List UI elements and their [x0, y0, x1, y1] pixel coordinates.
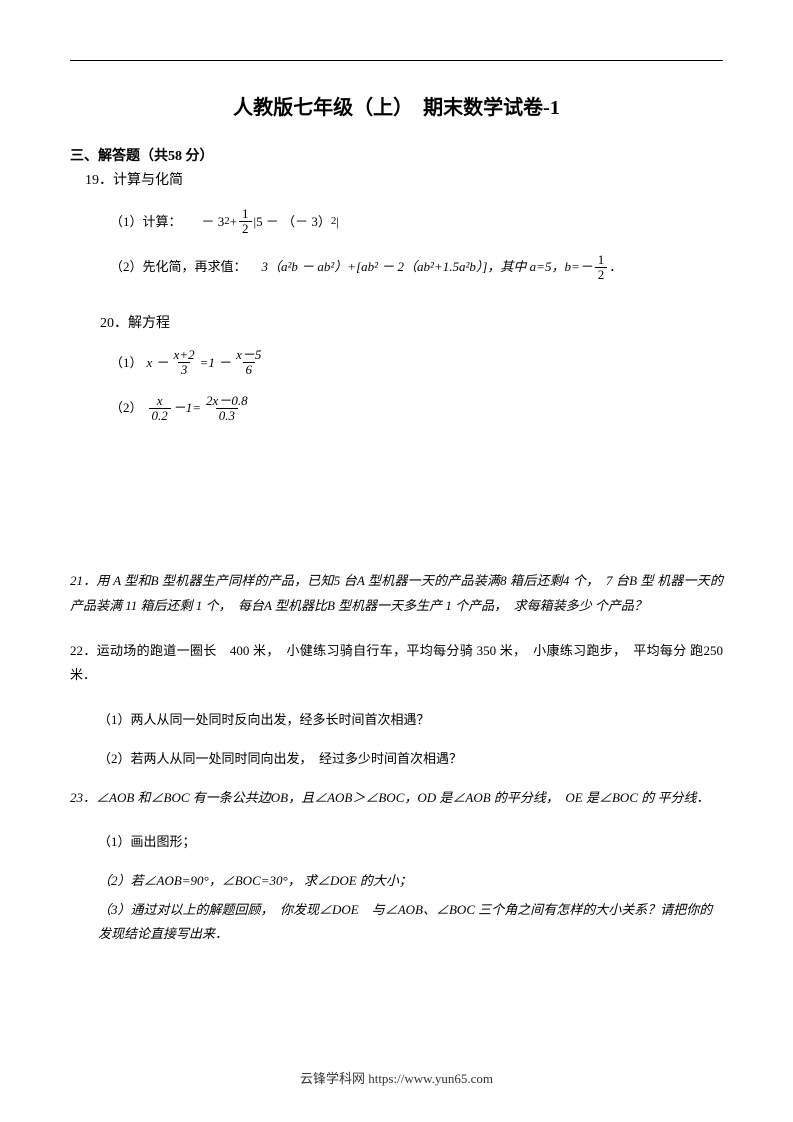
q19-part2-label: （2）先化简，再求值： [110, 253, 247, 282]
q20-p1-f1-num: x+2 [171, 348, 198, 362]
q23-p3-text: （3）通过对以上的解题回顾， 你发现∠DOE 与∠AOB、∠BOC 三个角之间有… [98, 902, 712, 942]
q20-p2-f1-den: 0.2 [149, 408, 171, 423]
q20-p1-frac1: x+2 3 [171, 348, 198, 378]
q19-p1-frac-num: 1 [239, 207, 252, 221]
q20-p2-f2-num: 2x－0.8 [203, 394, 251, 408]
q19-p1-frac-den: 2 [239, 221, 252, 236]
top-rule [70, 60, 723, 61]
q19-p2-frac-num: 1 [595, 253, 608, 267]
q20-p2-f1-num: x [154, 394, 166, 408]
q23: 23．∠AOB 和∠BOC 有一条公共边OB，且∠AOB＞∠BOC，OD 是∠A… [70, 786, 723, 811]
q20-p1-f2-num: x－5 [233, 348, 264, 362]
q21: 21．用 A 型和B 型机器生产同样的产品，已知5 台A 型机器一天的产品装满8… [70, 569, 723, 618]
section-header: 三、解答题（共58 分） [70, 145, 723, 165]
q19-p1-prefix: － 3 [202, 208, 225, 237]
q20-part1: （1） x － x+2 3 =1 － x－5 6 [110, 348, 723, 378]
q22-part1: （1）两人从同一处同时反向出发，经多长时间首次相遇？ [98, 708, 723, 733]
q20-p2-label: （2） [110, 394, 143, 423]
q23-part1: （1）画出图形； [98, 830, 723, 855]
q19-p2-end: ． [609, 253, 622, 282]
q20-p1-expr: x － x+2 3 =1 － x－5 6 [147, 348, 267, 378]
q20-p1-f2-den: 6 [243, 362, 256, 377]
q22-part2: （2）若两人从同一处同时同向出发， 经过多少时间首次相遇？ [98, 747, 723, 772]
q20-header: 20．解方程 [100, 312, 723, 332]
q23-part2: （2）若∠AOB=90°，∠BOC=30°， 求∠DOE 的大小； [98, 869, 723, 894]
q20-p1-mid: =1 － [200, 349, 232, 378]
q19-part2-expr: 3（a²b － ab²）+[ab² － 2（ab²+1.5a²b）]，其中 a=… [262, 253, 623, 283]
q23-p2-text: （2）若∠AOB=90°，∠BOC=30°， 求∠DOE 的大小； [98, 873, 412, 888]
q19-part1-label: （1）计算： [110, 208, 182, 237]
q20-p2-f2-den: 0.3 [216, 408, 238, 423]
q20-p2-mid: －1= [173, 394, 201, 423]
q19-p2-frac-den: 2 [595, 267, 608, 282]
q20-p2-expr: x 0.2 －1= 2x－0.8 0.3 [147, 394, 253, 424]
footer: 云锋学科网 https://www.yun65.com [0, 1068, 793, 1087]
q23-text: 23．∠AOB 和∠BOC 有一条公共边OB，且∠AOB＞∠BOC，OD 是∠A… [70, 790, 710, 805]
q19-part1: （1）计算： － 32 + 1 2 |5 － （－ 3）2| [110, 207, 723, 237]
page-title: 人教版七年级（上） 期末数学试卷-1 [70, 91, 723, 120]
q20-p1-x: x － [147, 349, 169, 378]
q20-p2-frac2: 2x－0.8 0.3 [203, 394, 251, 424]
q21-text: 21．用 A 型和B 型机器生产同样的产品，已知5 台A 型机器一天的产品装满8… [70, 573, 723, 613]
q19-p2-expr: 3（a²b － ab²）+[ab² － 2（ab²+1.5a²b）]，其中 a=… [262, 253, 593, 282]
q19-p1-plus: + [230, 208, 237, 237]
gap [70, 439, 723, 569]
q19-p1-end: | [336, 208, 339, 237]
q20-part2: （2） x 0.2 －1= 2x－0.8 0.3 [110, 394, 723, 424]
q19-part1-expr: － 32 + 1 2 |5 － （－ 3）2| [202, 207, 339, 237]
q23-part3: （3）通过对以上的解题回顾， 你发现∠DOE 与∠AOB、∠BOC 三个角之间有… [98, 898, 723, 947]
q20-p1-label: （1） [110, 349, 143, 378]
q19-p1-after: |5 － （－ 3） [254, 208, 331, 237]
q20-p1-frac2: x－5 6 [233, 348, 264, 378]
page-content: 人教版七年级（上） 期末数学试卷-1 三、解答题（共58 分） 19．计算与化简… [0, 0, 793, 1001]
q19-part2: （2）先化简，再求值： 3（a²b － ab²）+[ab² － 2（ab²+1.… [110, 253, 723, 283]
q20-p2-frac1: x 0.2 [149, 394, 171, 424]
q20-p1-f1-den: 3 [178, 362, 191, 377]
q19-p2-frac: 1 2 [595, 253, 608, 283]
q22: 22．运动场的跑道一圈长 400 米， 小健练习骑自行车，平均每分骑 350 米… [70, 639, 723, 688]
q19-header: 19．计算与化简 [85, 169, 723, 189]
q19-p1-frac: 1 2 [239, 207, 252, 237]
q22-text: 22．运动场的跑道一圈长 400 米， 小健练习骑自行车，平均每分骑 350 米… [70, 643, 723, 683]
